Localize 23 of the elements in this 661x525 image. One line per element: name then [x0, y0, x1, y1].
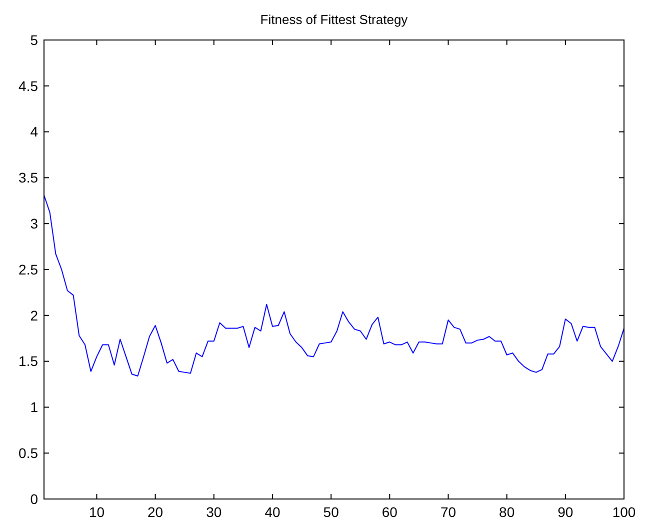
- y-tick-label: 0.5: [18, 445, 38, 461]
- chart-title: Fitness of Fittest Strategy: [260, 12, 408, 27]
- line-series: [44, 194, 624, 376]
- y-tick-label: 4: [30, 124, 38, 140]
- y-tick-label: 3.5: [18, 170, 38, 186]
- x-tick-label: 70: [440, 504, 456, 520]
- y-tick-label: 3: [30, 216, 38, 232]
- x-tick-label: 20: [148, 504, 164, 520]
- y-tick-label: 5: [30, 32, 38, 48]
- x-tick-label: 60: [382, 504, 398, 520]
- x-tick-label: 80: [499, 504, 515, 520]
- y-tick-label: 4.5: [18, 78, 38, 94]
- y-tick-label: 0: [30, 490, 38, 507]
- y-tick-label: 1.5: [18, 353, 38, 370]
- x-tick-label: 30: [206, 504, 222, 520]
- y-tick-label: 2: [30, 307, 38, 324]
- x-tick-label: 40: [264, 504, 280, 520]
- x-tick-label: 100: [612, 504, 636, 520]
- y-tick-label: 1: [30, 399, 38, 416]
- x-tick-label: 50: [323, 504, 340, 520]
- y-tick-label: 2.5: [18, 261, 38, 278]
- x-tick-label: 10: [88, 504, 105, 520]
- x-tick-label: 90: [558, 504, 574, 520]
